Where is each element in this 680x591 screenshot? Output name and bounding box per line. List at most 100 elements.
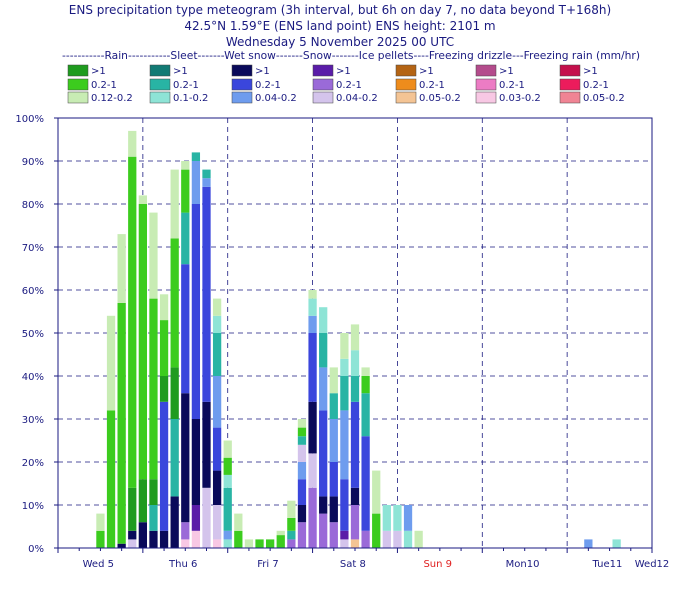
bar-segment-wet <box>297 462 307 480</box>
bar-segment-rain <box>170 238 179 368</box>
bar-segment-rain <box>96 513 105 531</box>
y-tick-label: 20% <box>22 458 44 469</box>
bar-segment-wet <box>297 505 307 523</box>
bar-segment-sleet <box>403 530 413 548</box>
bar-segment-sleet <box>191 152 201 161</box>
bar-segment-sleet <box>612 539 621 548</box>
bar-segment-sleet <box>319 333 328 368</box>
bar-segment-wet <box>202 186 211 402</box>
bar-segment-rain <box>266 539 275 548</box>
bar-segment-sleet <box>308 298 317 316</box>
bar-segment-rain <box>181 161 190 170</box>
legend-swatch-ice-pellets-1 <box>395 64 417 77</box>
legend-label: 0.04-0.2 <box>336 93 378 104</box>
bar-segment-rain <box>350 324 360 351</box>
bar-segment-rain <box>128 130 137 157</box>
bar-segment-wet <box>350 401 360 488</box>
bar-segment-wet <box>159 530 169 548</box>
bar-segment-rain <box>170 169 179 239</box>
bar-segment-sleet <box>149 505 158 531</box>
legend-swatch-rain-2 <box>67 78 89 91</box>
bar-segment-wet <box>340 479 349 531</box>
bar-segment-pellet <box>350 539 360 548</box>
legend-swatch-ice-pellets-2 <box>395 78 417 91</box>
bar-segment-wet <box>308 333 317 402</box>
bar-segment-snow <box>361 530 370 548</box>
y-tick-label: 80% <box>22 200 44 211</box>
bar-segment-rain <box>340 333 349 359</box>
bar-segment-sleet <box>329 393 338 419</box>
legend-swatch-sleet-1 <box>149 64 171 77</box>
bar-segment-sleet <box>361 393 370 437</box>
bar-segment-sleet <box>382 505 391 531</box>
bar-segment-sleet <box>287 530 296 540</box>
bar-segment-wet <box>329 496 338 523</box>
legend-swatch-snow-2 <box>312 78 334 91</box>
bar-segment-sleet <box>393 505 402 531</box>
legend-label: 0.03-0.2 <box>499 93 541 104</box>
x-tick-label: Sat 8 <box>340 559 366 570</box>
bar-segment-wet <box>223 530 232 540</box>
bar-segment-sleet <box>223 487 232 531</box>
bar-segment-rain <box>372 513 381 548</box>
bar-segment-sleet <box>350 350 360 376</box>
bar-segment-rain <box>234 530 243 548</box>
bars <box>96 130 621 548</box>
title-line-1: ENS precipitation type meteogram (3h int… <box>68 3 612 17</box>
bar-segment-wet <box>128 530 137 540</box>
legend-header: -----------Rain-----------Sleet-------We… <box>62 50 640 62</box>
bar-segment-snow <box>287 539 296 548</box>
bar-segment-fdrz <box>181 539 190 548</box>
bar-segment-rain <box>149 298 158 480</box>
legend-label: >1 <box>255 66 270 77</box>
x-tick-label: Mon10 <box>506 559 540 570</box>
legend-label: 0.1-0.2 <box>173 93 208 104</box>
bar-segment-snow <box>340 530 349 540</box>
bar-segment-rain <box>117 234 126 303</box>
bar-segment-rain <box>372 470 381 514</box>
bar-segment-rain <box>117 302 126 544</box>
bar-segment-wet <box>350 487 360 505</box>
legend-label: 0.2-1 <box>499 80 525 91</box>
bar-segment-sleet <box>340 358 349 376</box>
legend-swatch-freezing-rain-3 <box>559 91 581 104</box>
title-line-2: 42.5°N 1.59°E (ENS land point) ENS heigh… <box>184 19 496 33</box>
bar-segment-rain <box>159 376 169 402</box>
bar-segment-snow <box>212 505 222 540</box>
bar-segment-wet <box>329 462 338 497</box>
bar-segment-sleet <box>212 315 222 333</box>
bar-segment-rain <box>255 539 264 548</box>
bar-segment-sleet <box>212 333 222 376</box>
bar-segment-wet <box>308 315 317 333</box>
bar-segment-rain <box>297 419 307 428</box>
bar-segment-wet <box>329 419 338 462</box>
bar-segment-wet <box>202 178 211 187</box>
bar-segment-rain <box>149 212 158 299</box>
bar-segment-wet <box>212 376 222 428</box>
legend-swatch-freezing-drizzle-1 <box>475 64 497 77</box>
bar-segment-rain <box>212 298 222 316</box>
bar-segment-sleet <box>223 539 232 548</box>
bar-segment-snow <box>128 539 137 548</box>
legend-label: >1 <box>91 66 106 77</box>
bar-segment-sleet <box>202 169 211 179</box>
bar-segment-wet <box>181 264 190 394</box>
bar-segment-snow <box>297 522 307 548</box>
y-tick-label: 100% <box>15 114 44 125</box>
bar-segment-snow <box>329 522 338 548</box>
plot-frame <box>57 117 653 549</box>
bar-segment-rain <box>361 376 370 394</box>
bar-segment-wet <box>361 436 370 531</box>
y-tick-label: 30% <box>22 415 44 426</box>
bar-segment-rain <box>96 530 105 548</box>
bar-segment-rain <box>234 513 243 531</box>
bar-segment-snow <box>202 487 211 548</box>
bar-segment-rain <box>244 539 254 548</box>
bar-segment-wet <box>191 161 201 204</box>
y-tick-label: 50% <box>22 329 44 340</box>
bar-segment-snow <box>319 513 328 548</box>
legend-swatch-freezing-rain-1 <box>559 64 581 77</box>
bar-segment-snow <box>340 539 349 548</box>
bar-segment-rain <box>138 479 147 523</box>
legend-label: >1 <box>583 66 598 77</box>
